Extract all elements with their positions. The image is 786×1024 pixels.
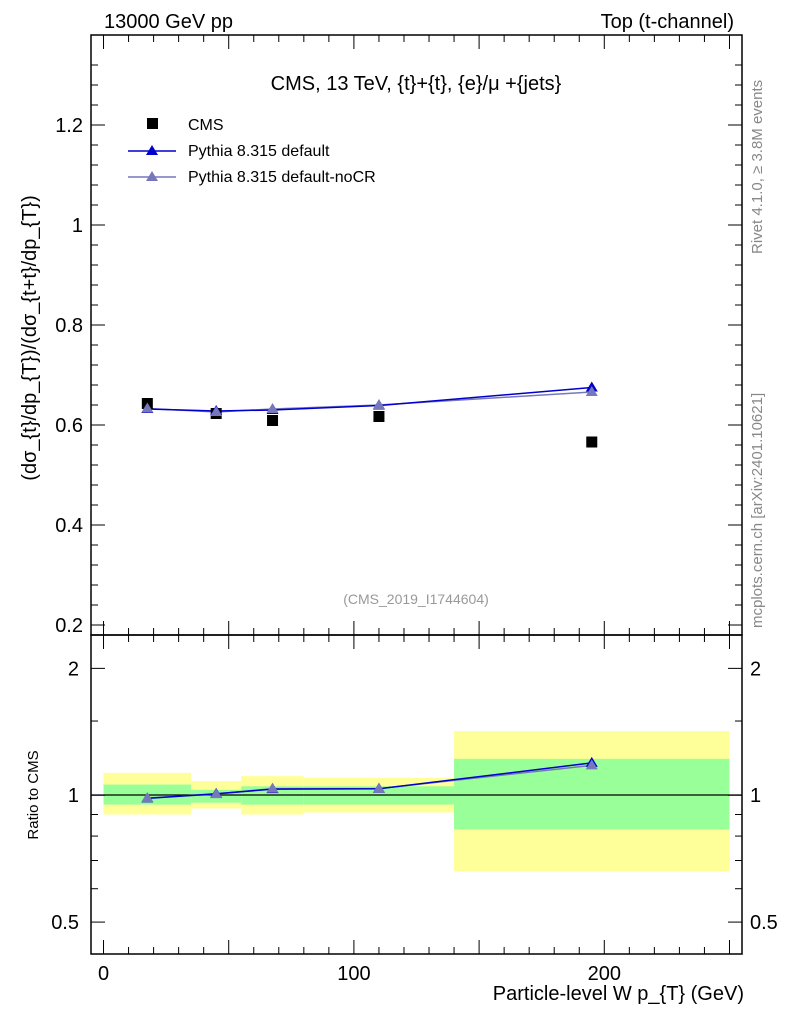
mcplots-label: mcplots.cern.ch [arXiv:2401.10621] [749, 393, 766, 628]
ratio-ytick-label-left: 0.5 [51, 912, 79, 934]
main-panel: CMS, 13 TeV, {t}+{t}, {e}/μ +{jets} (CMS… [19, 35, 742, 637]
data-point-cms [586, 437, 597, 448]
data-point-cms [373, 411, 384, 422]
legend-nocr-marker [146, 171, 158, 181]
ratio-ytick-label-left: 2 [68, 658, 79, 680]
ratio-y-label: Ratio to CMS [25, 750, 42, 839]
x-axis-label: Particle-level W p_{T} (GeV) [493, 983, 744, 1005]
data-point-cms [267, 415, 278, 426]
x-tick-label: 200 [588, 963, 621, 985]
x-tick-label: 0 [98, 963, 109, 985]
x-tick-label: 100 [337, 963, 370, 985]
data-point-nocr [267, 403, 279, 413]
legend: CMS Pythia 8.315 default Pythia 8.315 de… [128, 117, 376, 186]
main-ytick-label: 0.2 [55, 615, 83, 637]
legend-nocr: Pythia 8.315 default-noCR [188, 169, 376, 186]
main-y-label: (dσ_{t}/dp_{T})/(dσ_{t+t}/dp_{T}) [19, 195, 41, 480]
ratio-ytick-label-left: 1 [68, 785, 79, 807]
main-ytick-label: 1.2 [55, 115, 83, 137]
analysis-tag: (CMS_2019_I1744604) [343, 591, 489, 607]
main-ytick-label: 0.4 [55, 515, 83, 537]
plot-canvas: 13000 GeV pp Top (t-channel) Rivet 4.1.0… [0, 0, 786, 1024]
legend-cms: CMS [188, 117, 224, 134]
ratio-ytick-label-right: 0.5 [750, 912, 778, 934]
header-left: 13000 GeV pp [104, 11, 233, 33]
series-line-default [147, 388, 591, 412]
legend-default-marker [146, 145, 158, 155]
main-ytick-label: 1 [72, 215, 83, 237]
header-right: Top (t-channel) [601, 11, 734, 33]
ratio-band-inner [454, 759, 729, 829]
main-title: CMS, 13 TeV, {t}+{t}, {e}/μ +{jets} [271, 73, 562, 95]
legend-default: Pythia 8.315 default [188, 143, 330, 160]
ratio-panel: 0 100 200 0.5 0.5 1 1 2 2 Ratio to CMS Particle-… [25, 635, 778, 1005]
main-ytick-label: 0.8 [55, 315, 83, 337]
ratio-ytick-label-right: 1 [750, 785, 761, 807]
main-ytick-label: 0.6 [55, 415, 83, 437]
ratio-ytick-label-right: 2 [750, 658, 761, 680]
rivet-label: Rivet 4.1.0, ≥ 3.8M events [749, 80, 766, 254]
legend-cms-marker [147, 118, 158, 129]
